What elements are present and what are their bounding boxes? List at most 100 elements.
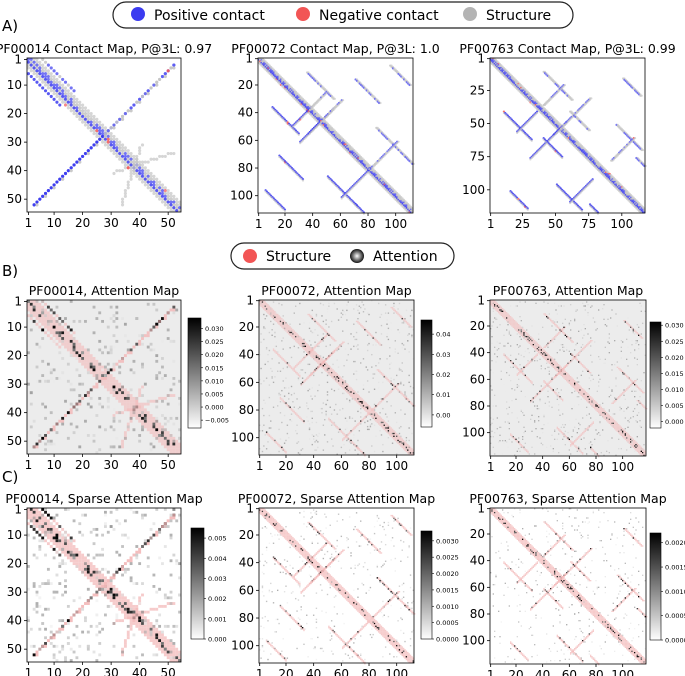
y-tick-label: 100 bbox=[230, 189, 253, 203]
attention-cell bbox=[109, 351, 113, 355]
structure-cell bbox=[361, 403, 363, 406]
contact-point bbox=[163, 194, 167, 198]
contact-point bbox=[112, 126, 116, 130]
structure-cell bbox=[155, 425, 159, 429]
attention-cell bbox=[78, 382, 82, 386]
contact-point bbox=[140, 180, 145, 184]
structure-cell bbox=[306, 348, 308, 350]
contact-point bbox=[78, 100, 82, 104]
contact-point bbox=[58, 92, 62, 96]
structure-cell bbox=[369, 407, 372, 410]
colorbar: 0.0300.0250.0200.0150.0100.0050.000−0.00… bbox=[187, 317, 229, 429]
contact-point bbox=[112, 149, 116, 153]
contact-point bbox=[135, 154, 139, 158]
structure-cell bbox=[343, 387, 345, 389]
attention-cell bbox=[294, 335, 297, 338]
attention-cell bbox=[317, 356, 319, 359]
structure-cell bbox=[64, 334, 67, 338]
structure-cell bbox=[324, 367, 326, 370]
attention-cell bbox=[112, 388, 116, 392]
attention-cell bbox=[126, 394, 130, 397]
structure-cell bbox=[81, 359, 85, 363]
map-title: PF00763 Contact Map, P@3L: 0.99 bbox=[459, 41, 675, 56]
attention-cell bbox=[290, 331, 293, 334]
contact-point bbox=[166, 194, 170, 198]
structure-cell bbox=[299, 340, 301, 342]
contact-point bbox=[66, 103, 70, 107]
structure-cell bbox=[52, 331, 56, 335]
structure-cell bbox=[169, 445, 173, 449]
structure-cell bbox=[261, 306, 264, 309]
contact-point bbox=[543, 103, 547, 107]
structure-cell bbox=[66, 339, 70, 343]
attention-cell bbox=[46, 442, 50, 446]
structure-cell bbox=[29, 311, 33, 315]
contact-point bbox=[38, 74, 42, 79]
structure-cell bbox=[178, 445, 181, 449]
structure-cell bbox=[158, 319, 162, 323]
contact-point bbox=[138, 151, 142, 156]
attention-cell bbox=[106, 351, 110, 355]
contact-point bbox=[283, 209, 287, 213]
structure-cell bbox=[126, 351, 130, 355]
attention-cell bbox=[49, 319, 53, 323]
structure-cell bbox=[317, 362, 319, 364]
contact-point bbox=[78, 114, 82, 119]
attention-cell bbox=[161, 434, 164, 437]
contact-point bbox=[172, 203, 176, 207]
structure-cell bbox=[283, 324, 286, 327]
attention-cell bbox=[38, 345, 42, 349]
structure-cell bbox=[104, 368, 107, 372]
structure-cell bbox=[115, 385, 119, 389]
structure-swatch bbox=[463, 7, 477, 21]
structure-cell bbox=[310, 355, 312, 357]
structure-cell bbox=[49, 322, 53, 326]
structure-cell bbox=[166, 434, 170, 437]
structure-cell bbox=[152, 431, 156, 435]
structure-cell bbox=[318, 363, 320, 366]
structure-cell bbox=[163, 442, 167, 446]
structure-cell bbox=[322, 366, 325, 368]
structure-cell bbox=[319, 356, 322, 359]
attention-cell bbox=[27, 382, 30, 386]
contact-point bbox=[129, 151, 133, 156]
structure-cell bbox=[55, 325, 59, 329]
attention-cell bbox=[149, 348, 153, 352]
structure-cell bbox=[49, 328, 53, 332]
contact-point bbox=[135, 166, 139, 170]
structure-cell bbox=[275, 316, 277, 318]
structure-cell bbox=[339, 377, 341, 379]
contact-point bbox=[55, 83, 59, 87]
attention-cell bbox=[109, 305, 113, 309]
contact-point bbox=[41, 74, 45, 79]
attention-cell bbox=[61, 331, 65, 335]
structure-cell bbox=[155, 422, 159, 426]
structure-cell bbox=[138, 419, 142, 423]
structure-cell bbox=[281, 324, 283, 327]
structure-cell bbox=[350, 387, 352, 389]
structure-cell bbox=[270, 306, 272, 309]
contact-point bbox=[38, 77, 42, 81]
structure-cell bbox=[353, 394, 355, 396]
contact-point bbox=[32, 69, 36, 73]
attention-cell bbox=[35, 365, 39, 369]
contact-point bbox=[49, 89, 53, 93]
structure-cell bbox=[330, 374, 333, 377]
contact-point bbox=[118, 169, 122, 173]
contact-point bbox=[158, 189, 162, 193]
structure-cell bbox=[267, 305, 269, 307]
structure-cell bbox=[364, 407, 366, 410]
structure-cell bbox=[293, 330, 295, 332]
contact-point bbox=[129, 106, 133, 110]
structure-cell bbox=[141, 405, 144, 409]
structure-cell bbox=[307, 349, 309, 352]
structure-cell bbox=[343, 383, 345, 385]
structure-cell bbox=[346, 387, 348, 389]
attention-cell bbox=[58, 351, 62, 355]
contact-point bbox=[29, 63, 33, 67]
contact-point bbox=[152, 191, 156, 196]
attention-cell bbox=[72, 348, 76, 352]
structure-cell bbox=[296, 335, 298, 338]
structure-cell bbox=[86, 365, 90, 369]
attention-cell bbox=[161, 365, 164, 369]
